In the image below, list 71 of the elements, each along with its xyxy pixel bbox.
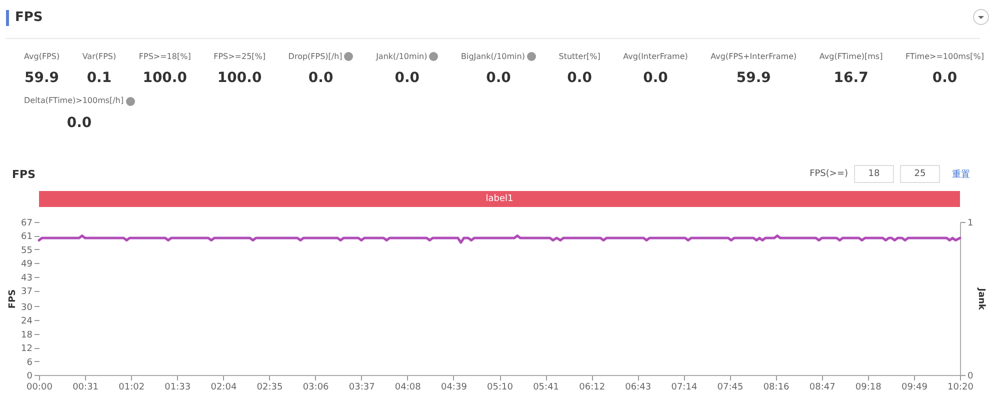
text: 16.7 bbox=[832, 70, 870, 86]
text: FPS>=18[%] bbox=[138, 52, 191, 61]
y-tick-label: 24 bbox=[21, 316, 33, 327]
x-tick-label: 10:20 bbox=[948, 382, 974, 392]
text: FPS>=25[%] bbox=[214, 52, 266, 61]
x-tick-label: 05:41 bbox=[533, 382, 560, 392]
text: Avg(FPS+InterFrame) bbox=[710, 52, 797, 61]
x-tick-label: 01:02 bbox=[118, 382, 145, 392]
x-tick-label: 03:06 bbox=[302, 382, 330, 392]
y-tick-label: 37 bbox=[21, 287, 32, 298]
y-tick-label: 12 bbox=[21, 344, 32, 354]
x-tick-label: 09:18 bbox=[855, 382, 882, 392]
text: 0.0 bbox=[307, 70, 334, 86]
y2-tick-label: 0 bbox=[968, 372, 974, 382]
x-tick-label: 02:35 bbox=[256, 382, 283, 392]
text: 0.0 bbox=[394, 70, 421, 86]
x-tick-label: 09:49 bbox=[901, 382, 928, 392]
text: 0.0 bbox=[566, 70, 593, 86]
text: 59.9 bbox=[735, 70, 772, 86]
x-tick-label: 08:16 bbox=[763, 382, 790, 392]
text: 59.9 bbox=[24, 70, 60, 86]
text: 0.1 bbox=[86, 70, 113, 86]
y-tick-label: 0 bbox=[26, 372, 33, 382]
x-tick-label: 06:43 bbox=[625, 382, 652, 392]
text: Drop(FPS)[/h] bbox=[288, 52, 342, 61]
y-axis-title: FPS bbox=[8, 289, 18, 309]
text: Delta(FTime)>100ms[/h] bbox=[24, 96, 124, 106]
x-tick-label: 02:04 bbox=[210, 382, 237, 392]
text: 0.0 bbox=[485, 70, 512, 86]
text: 100.0 bbox=[142, 70, 188, 86]
text: 25 bbox=[900, 165, 940, 183]
text: 重置 bbox=[952, 168, 970, 180]
x-tick-label: 00:31 bbox=[72, 382, 99, 392]
y2-tick-label: 1 bbox=[968, 218, 974, 228]
text: 0.0 bbox=[66, 114, 93, 131]
x-tick-label: 08:47 bbox=[809, 382, 836, 392]
x-tick-label: 07:14 bbox=[671, 382, 698, 392]
text: Jank(/10min) bbox=[376, 52, 428, 61]
x-tick-label: 06:12 bbox=[579, 382, 606, 392]
text: 100.0 bbox=[216, 70, 263, 86]
line-series bbox=[38, 234, 962, 244]
text: FPS(>=) bbox=[810, 169, 848, 179]
x-tick-label: 01:33 bbox=[164, 382, 191, 392]
text: Var(FPS) bbox=[82, 52, 116, 61]
y-tick-label: 67 bbox=[21, 218, 32, 228]
y-tick-label: 30 bbox=[21, 302, 33, 313]
y-tick-label: 43 bbox=[21, 273, 32, 284]
text: 18 bbox=[854, 165, 894, 183]
y-tick-label: 61 bbox=[21, 232, 32, 242]
x-tick-label: 04:08 bbox=[394, 382, 422, 392]
x-tick-label: 07:45 bbox=[717, 382, 744, 392]
text: 0.0 bbox=[931, 70, 958, 86]
text: Avg(InterFrame) bbox=[623, 52, 688, 61]
text: FPS bbox=[6, 10, 43, 26]
text: Stutter[%] bbox=[558, 52, 600, 61]
text: 0.0 bbox=[642, 70, 669, 86]
x-tick-label: 05:10 bbox=[487, 382, 514, 392]
y-tick-label: 49 bbox=[21, 260, 33, 270]
text: Avg(FTime)[ms] bbox=[819, 52, 883, 61]
text: FTime>=100ms[%] bbox=[905, 52, 984, 61]
y-tick-label: 18 bbox=[21, 330, 33, 340]
text: BigJank(/10min) bbox=[461, 52, 525, 61]
x-tick-label: 03:37 bbox=[348, 382, 375, 392]
label-strip: label1 bbox=[39, 191, 960, 207]
y-tick-label: 6 bbox=[26, 358, 33, 368]
y2-axis-title: Jank bbox=[976, 287, 986, 311]
x-tick-label: 00:00 bbox=[26, 382, 53, 392]
chart-title: FPS bbox=[12, 168, 36, 181]
x-tick-label: 04:39 bbox=[440, 382, 468, 392]
y-tick-label: 55 bbox=[21, 246, 32, 256]
text: Avg(FPS) bbox=[24, 52, 60, 61]
